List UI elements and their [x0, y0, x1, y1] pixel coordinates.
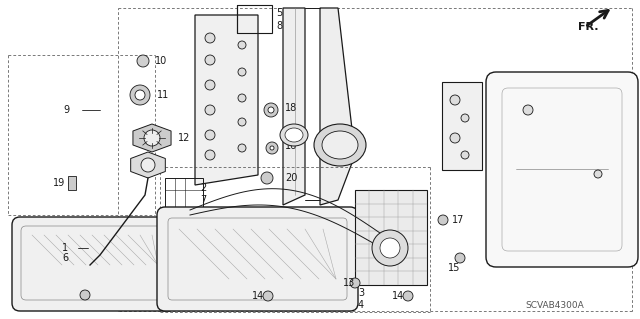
Ellipse shape — [280, 124, 308, 146]
FancyBboxPatch shape — [157, 207, 358, 311]
Circle shape — [238, 41, 246, 49]
Circle shape — [205, 55, 215, 65]
Circle shape — [263, 291, 273, 301]
Circle shape — [594, 170, 602, 178]
Polygon shape — [133, 124, 171, 152]
Bar — [355, 190, 427, 285]
Circle shape — [380, 238, 400, 258]
Circle shape — [461, 114, 469, 122]
Text: 15: 15 — [448, 263, 460, 273]
Ellipse shape — [314, 124, 366, 166]
Circle shape — [205, 150, 215, 160]
Text: 5: 5 — [276, 8, 282, 18]
Ellipse shape — [322, 131, 358, 159]
Text: 20: 20 — [285, 173, 298, 183]
Polygon shape — [320, 8, 355, 205]
Circle shape — [144, 130, 160, 146]
Polygon shape — [131, 152, 165, 178]
Circle shape — [372, 230, 408, 266]
Ellipse shape — [285, 128, 303, 142]
Text: 13: 13 — [343, 278, 355, 288]
Text: 11: 11 — [157, 90, 169, 100]
Circle shape — [205, 80, 215, 90]
Circle shape — [264, 103, 278, 117]
Circle shape — [450, 133, 460, 143]
Circle shape — [135, 90, 145, 100]
Bar — [68, 176, 76, 190]
Text: 6: 6 — [62, 253, 68, 263]
Circle shape — [461, 151, 469, 159]
Circle shape — [238, 118, 246, 126]
Circle shape — [268, 107, 274, 113]
Text: 2: 2 — [200, 183, 206, 193]
Circle shape — [238, 68, 246, 76]
Bar — [442, 82, 482, 170]
Text: 16: 16 — [285, 141, 297, 151]
Circle shape — [403, 291, 413, 301]
Circle shape — [137, 55, 149, 67]
Text: SCVAB4300A: SCVAB4300A — [525, 300, 584, 309]
Text: 14: 14 — [392, 291, 404, 301]
Text: 4: 4 — [358, 300, 364, 310]
Text: 9: 9 — [63, 105, 69, 115]
Circle shape — [238, 94, 246, 102]
Text: 3: 3 — [358, 288, 364, 298]
Text: 12: 12 — [178, 133, 190, 143]
FancyBboxPatch shape — [12, 217, 176, 311]
Text: 7: 7 — [200, 195, 206, 205]
Text: 1: 1 — [62, 243, 68, 253]
Circle shape — [80, 290, 90, 300]
Circle shape — [141, 158, 155, 172]
Text: 17: 17 — [452, 215, 465, 225]
Circle shape — [266, 142, 278, 154]
Bar — [237, 5, 272, 33]
Circle shape — [270, 146, 274, 150]
Circle shape — [438, 215, 448, 225]
Text: 19: 19 — [53, 178, 65, 188]
Circle shape — [523, 105, 533, 115]
Circle shape — [238, 144, 246, 152]
Circle shape — [205, 33, 215, 43]
Text: 8: 8 — [276, 21, 282, 31]
Text: 14: 14 — [252, 291, 264, 301]
Circle shape — [455, 253, 465, 263]
Circle shape — [130, 85, 150, 105]
Circle shape — [350, 278, 360, 288]
Circle shape — [205, 105, 215, 115]
Text: 18: 18 — [285, 103, 297, 113]
Bar — [165, 178, 203, 210]
Polygon shape — [195, 15, 258, 185]
Circle shape — [450, 95, 460, 105]
Circle shape — [205, 130, 215, 140]
Circle shape — [261, 172, 273, 184]
FancyBboxPatch shape — [486, 72, 638, 267]
Polygon shape — [283, 8, 305, 205]
Text: FR.: FR. — [578, 22, 598, 32]
Text: 10: 10 — [155, 56, 167, 66]
